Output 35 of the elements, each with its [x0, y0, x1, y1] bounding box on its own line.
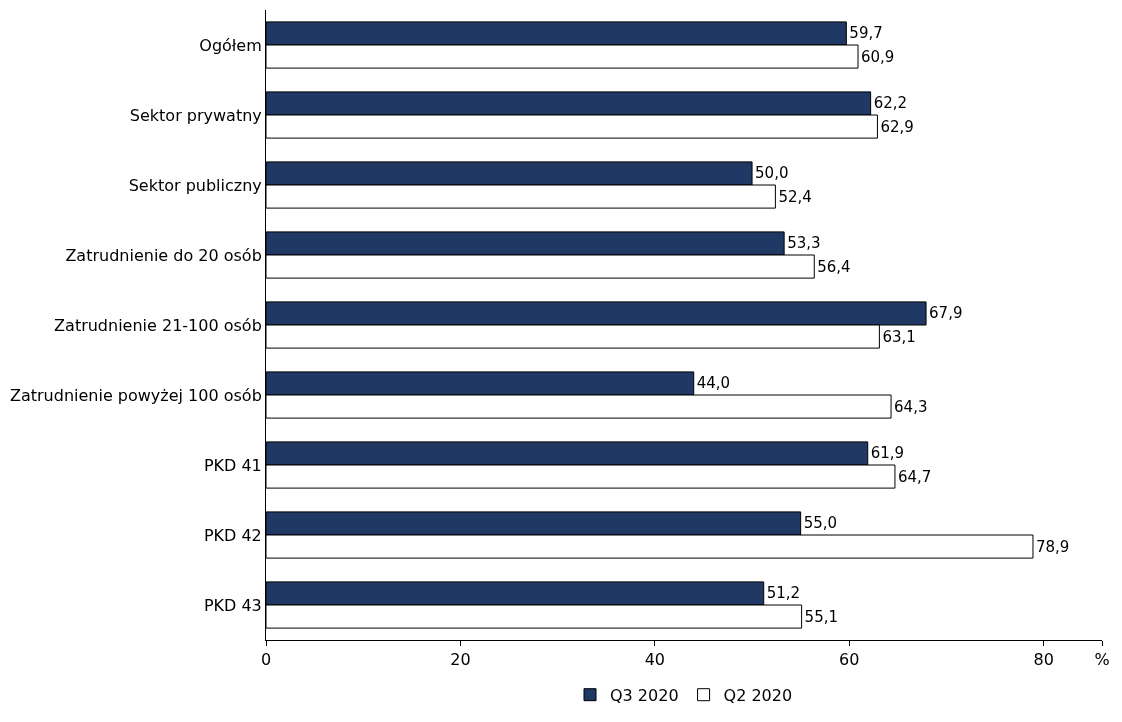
y-tick-label: Zatrudnienie do 20 osób: [65, 245, 262, 265]
data-label: 60,9: [861, 47, 895, 66]
y-tick-label: Sektor prywatny: [129, 105, 262, 125]
data-label: 55,1: [804, 607, 839, 626]
data-label: 67,9: [929, 304, 963, 323]
y-tick-label: Zatrudnienie powyżej 100 osób: [9, 385, 262, 405]
data-label: 78,9: [1035, 537, 1070, 556]
data-label: 51,2: [766, 584, 801, 603]
legend-label: Q2 2020: [723, 685, 793, 705]
y-tick-label: Ogółem: [199, 35, 262, 55]
data-label: 52,4: [778, 187, 812, 206]
y-tick-label: PKD 43: [203, 595, 262, 615]
data-label: 64,7: [897, 467, 932, 486]
data-label: 64,3: [894, 397, 928, 416]
data-label: 44,0: [696, 374, 731, 393]
data-label: 63,1: [882, 327, 916, 346]
data-label: 55,0: [803, 514, 838, 533]
data-label: 50,0: [755, 164, 789, 183]
data-label: 61,9: [870, 444, 905, 463]
x-tick-label: 60: [839, 650, 860, 670]
x-tick-label: %: [1094, 650, 1110, 670]
data-label: 56,4: [817, 257, 851, 276]
y-tick-label: PKD 41: [203, 455, 262, 475]
y-tick-label: Sektor publiczny: [128, 175, 262, 195]
x-tick-label: 0: [260, 650, 272, 670]
x-tick-label: 40: [644, 650, 666, 670]
data-label: 62,2: [873, 94, 908, 113]
y-tick-label: PKD 42: [203, 525, 262, 545]
data-label: 53,3: [787, 234, 821, 253]
data-label: 59,7: [849, 24, 883, 43]
x-tick-label: 20: [450, 650, 471, 670]
data-label: 62,9: [880, 117, 914, 136]
x-tick-label: 80: [1033, 650, 1054, 670]
y-tick-label: Zatrudnienie 21-100 osób: [54, 315, 262, 335]
legend-label: Q3 2020: [610, 685, 679, 705]
